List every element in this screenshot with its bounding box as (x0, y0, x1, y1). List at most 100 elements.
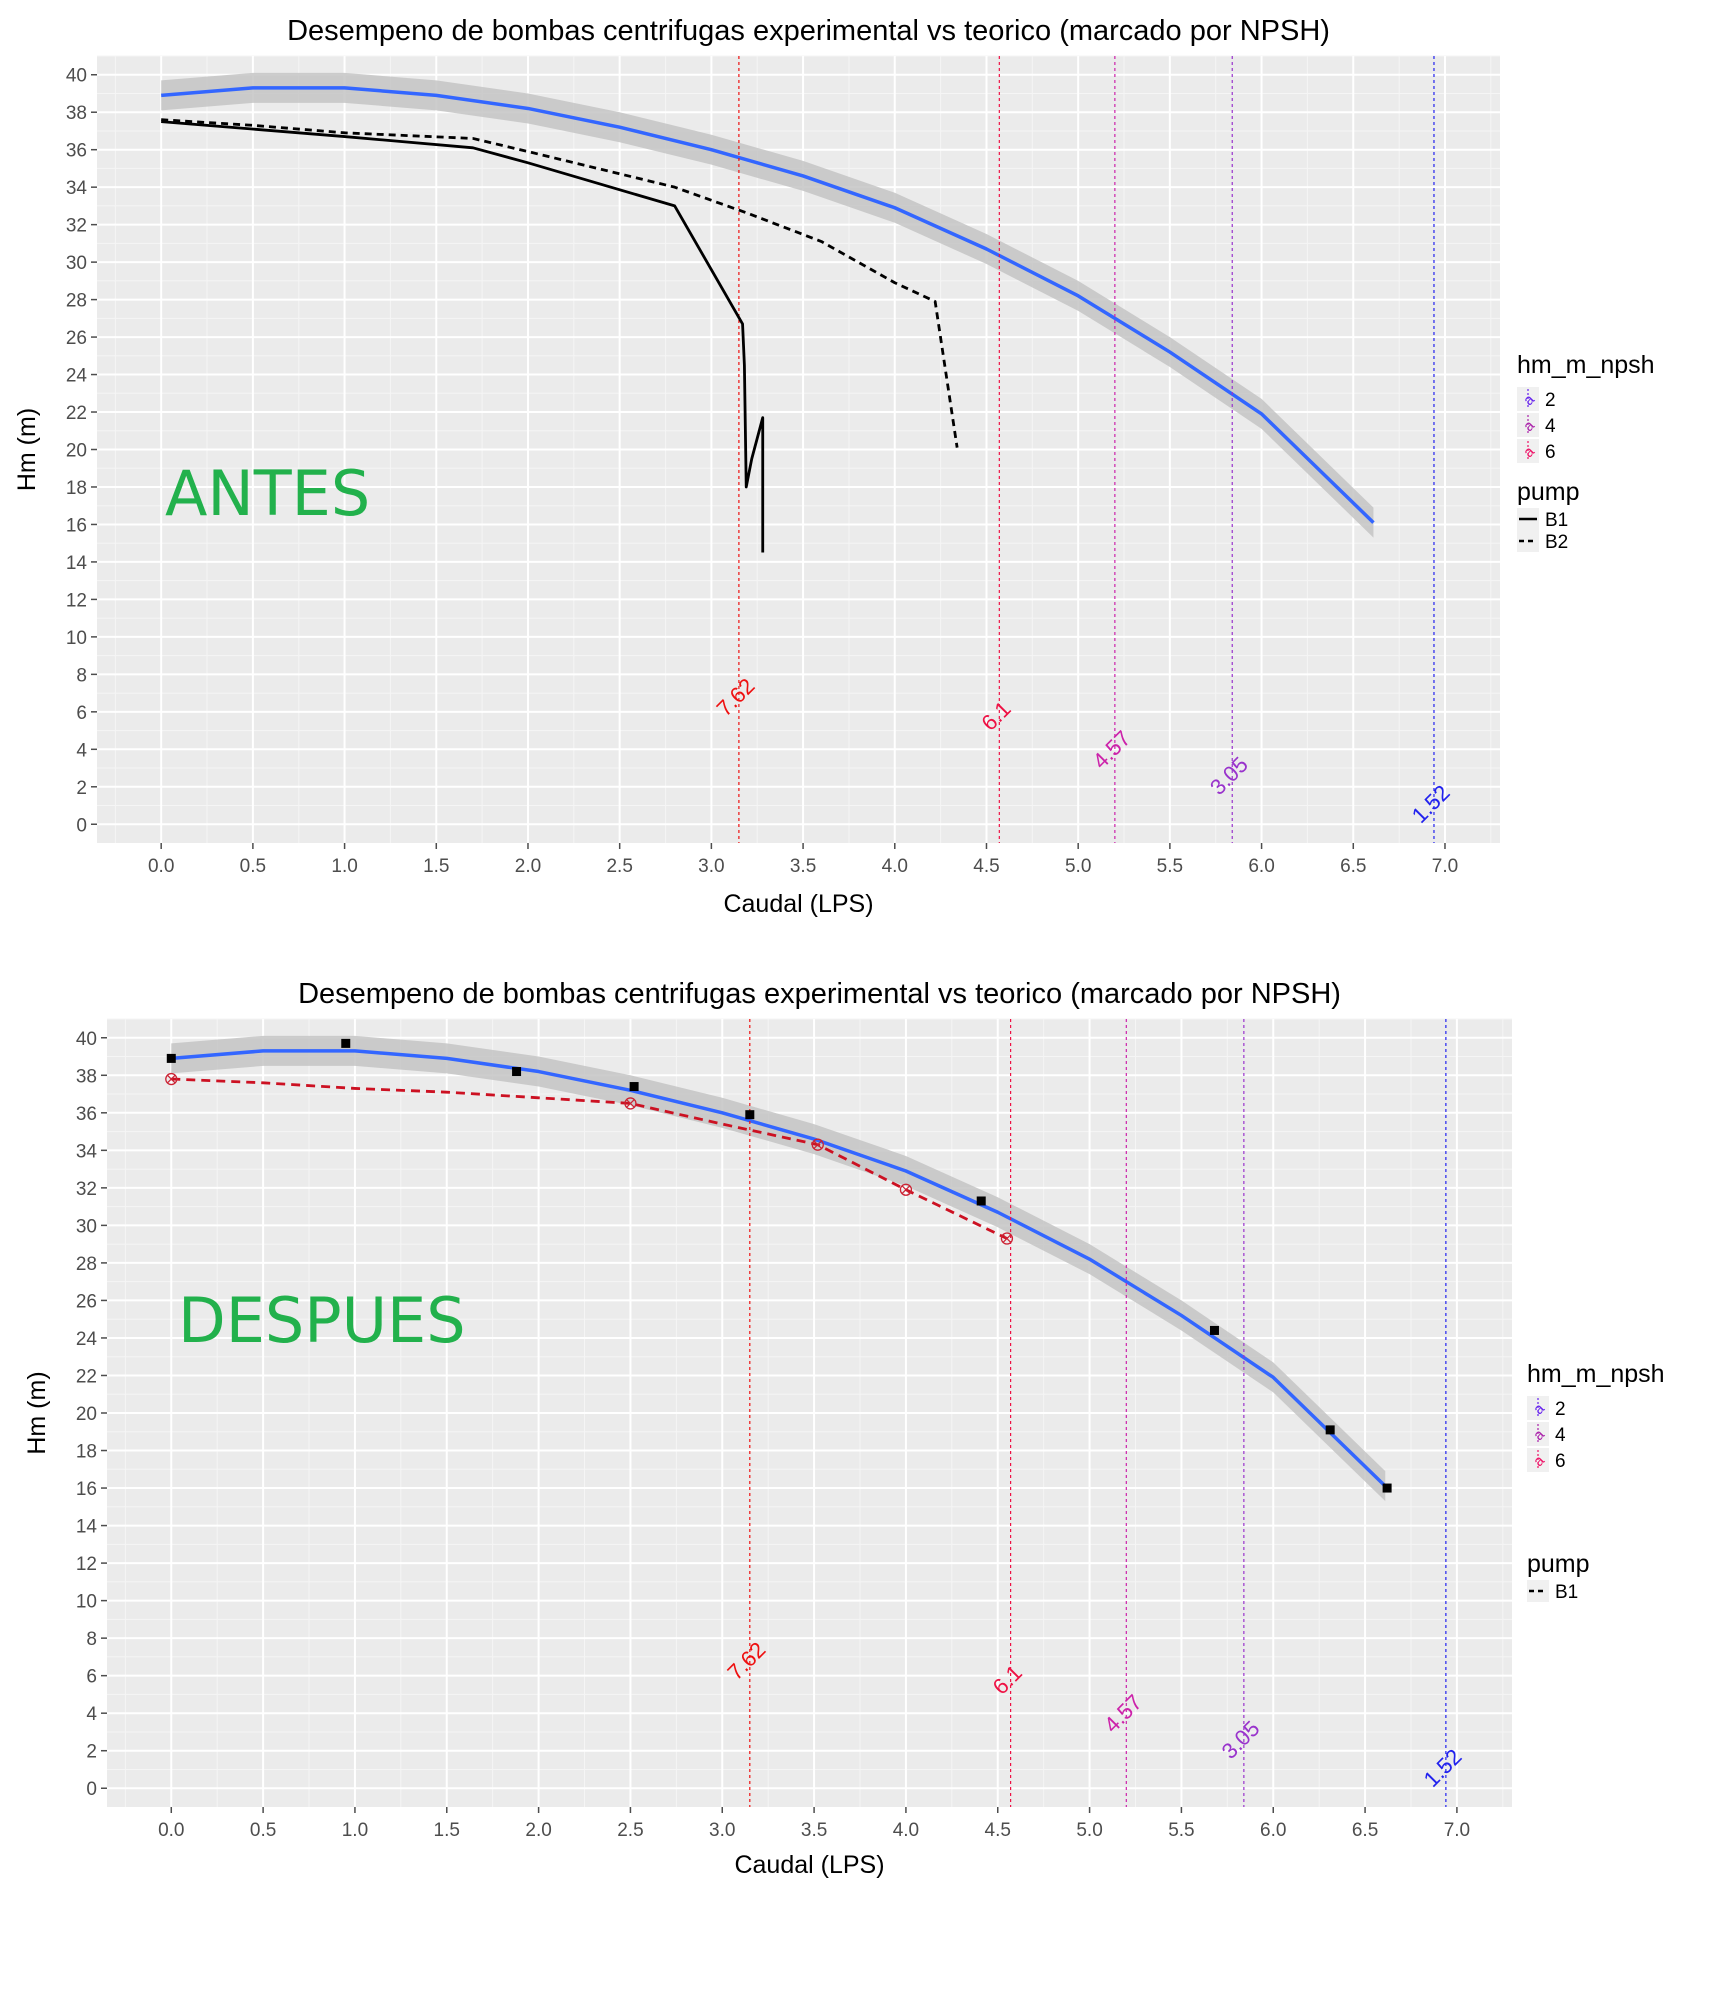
x-tick-label: 3.5 (790, 856, 816, 877)
y-tick-label: 40 (66, 66, 87, 87)
x-tick-label: 1.5 (434, 1820, 460, 1841)
chart-antes: Desempeno de bombas centrifugas experime… (0, 0, 1717, 940)
y-tick-label: 10 (76, 1592, 97, 1613)
x-tick-label: 0.0 (148, 856, 174, 877)
y-axis-title: Hm (m) (23, 1371, 51, 1454)
y-tick-label: 12 (66, 590, 87, 611)
legend-pump-title: pump (1527, 1550, 1590, 1578)
y-tick-label: 14 (66, 553, 88, 574)
x-tick-label: 1.5 (423, 856, 449, 877)
b1-point (899, 1183, 913, 1196)
b1-point-circle (624, 1097, 637, 1110)
teorico-point (629, 1082, 639, 1092)
b1-point-cross (1002, 1234, 1012, 1243)
chart-svg: Desempeno de bombas centrifugas experime… (13, 15, 1655, 918)
y-tick-label: 12 (76, 1554, 97, 1575)
x-tick-label: 5.5 (1168, 1820, 1194, 1841)
x-tick-label: 0.0 (158, 1820, 184, 1841)
x-tick-label: 4.5 (985, 1820, 1011, 1841)
b1-point-cross (166, 1074, 176, 1084)
y-tick-label: 16 (76, 1479, 97, 1500)
b1-point (165, 1072, 178, 1086)
legend-npsh-item: 2 (1555, 1399, 1566, 1420)
y-tick-label: 8 (86, 1629, 97, 1650)
x-tick-label: 3.0 (709, 1820, 735, 1841)
y-tick-label: 22 (66, 403, 87, 424)
y-tick-label: 0 (86, 1779, 97, 1800)
y-tick-label: 6 (76, 703, 87, 724)
x-tick-label: 1.0 (342, 1820, 368, 1841)
y-tick-label: 38 (76, 1066, 97, 1087)
y-tick-label: 30 (66, 253, 87, 274)
y-tick-label: 10 (66, 628, 87, 649)
y-tick-label: 28 (66, 291, 87, 312)
y-tick-label: 2 (86, 1742, 97, 1763)
series-line-b1 (161, 120, 765, 553)
legend-npsh-title: hm_m_npsh (1527, 1360, 1665, 1388)
b1-point (1000, 1232, 1014, 1245)
x-tick-label: 6.0 (1248, 856, 1274, 877)
y-tick-label: 0 (76, 815, 87, 836)
x-tick-label: 5.0 (1065, 856, 1091, 877)
chart-svg: Desempeno de bombas centrifugas experime… (23, 978, 1665, 1879)
y-tick-label: 16 (66, 515, 87, 536)
chart-title: Desempeno de bombas centrifugas experime… (287, 15, 1330, 47)
y-tick-label: 8 (76, 665, 87, 686)
x-tick-label: 2.5 (617, 1820, 643, 1841)
y-tick-label: 26 (66, 328, 87, 349)
y-tick-label: 26 (76, 1291, 97, 1312)
x-tick-label: 4.5 (973, 856, 999, 877)
y-tick-label: 36 (66, 141, 87, 162)
y-tick-label: 24 (76, 1329, 98, 1350)
x-tick-label: 6.5 (1352, 1820, 1378, 1841)
x-tick-label: 1.0 (331, 856, 357, 877)
teorico-point (1382, 1483, 1392, 1493)
y-tick-label: 22 (76, 1366, 97, 1387)
b1-point (811, 1138, 824, 1151)
x-tick-label: 3.0 (698, 856, 724, 877)
b1-point (624, 1097, 637, 1110)
b1-point-cross (813, 1140, 823, 1150)
legend-pump-item: B2 (1545, 532, 1568, 553)
b1-point-circle (811, 1138, 824, 1151)
y-tick-label: 14 (76, 1517, 98, 1538)
teorico-point (1209, 1325, 1219, 1335)
x-axis-title: Caudal (LPS) (734, 1851, 884, 1879)
y-tick-label: 28 (76, 1254, 97, 1275)
b1-point-circle (899, 1183, 913, 1196)
chart-title: Desempeno de bombas centrifugas experime… (298, 978, 1341, 1010)
y-tick-label: 40 (76, 1029, 97, 1050)
x-axis-title: Caudal (LPS) (723, 890, 873, 918)
x-tick-label: 6.0 (1260, 1820, 1286, 1841)
smooth-fit-line (171, 1049, 1387, 1488)
y-tick-label: 20 (76, 1404, 97, 1425)
teorico-point (745, 1110, 755, 1120)
teorico-point (341, 1038, 351, 1048)
legend-npsh-item: 4 (1545, 416, 1556, 437)
y-tick-label: 32 (66, 216, 87, 237)
b1-point-cross (626, 1099, 635, 1108)
teorico-point (166, 1053, 176, 1063)
x-tick-label: 5.0 (1076, 1820, 1102, 1841)
legend-npsh-item: 6 (1555, 1451, 1566, 1472)
y-tick-label: 2 (76, 778, 87, 799)
x-tick-label: 4.0 (882, 856, 908, 877)
legend-npsh-item: 2 (1545, 390, 1556, 411)
y-tick-label: 24 (66, 366, 88, 387)
teorico-point (512, 1067, 522, 1077)
y-tick-label: 30 (76, 1216, 97, 1237)
y-tick-label: 38 (66, 103, 87, 124)
series-line-b2 (161, 118, 959, 448)
panel-annotation: DESPUES (178, 1284, 466, 1357)
x-tick-label: 6.5 (1340, 856, 1366, 877)
x-tick-label: 0.5 (250, 1820, 276, 1841)
x-tick-label: 0.5 (240, 856, 266, 877)
y-tick-label: 18 (66, 478, 87, 499)
b1-point-circle (165, 1072, 178, 1086)
smooth-fit-line (161, 86, 1375, 524)
y-tick-label: 18 (76, 1442, 97, 1463)
y-tick-label: 36 (76, 1104, 97, 1125)
series-line-b1 (171, 1077, 1008, 1240)
y-tick-label: 20 (66, 441, 87, 462)
b1-point-cross (901, 1185, 911, 1195)
